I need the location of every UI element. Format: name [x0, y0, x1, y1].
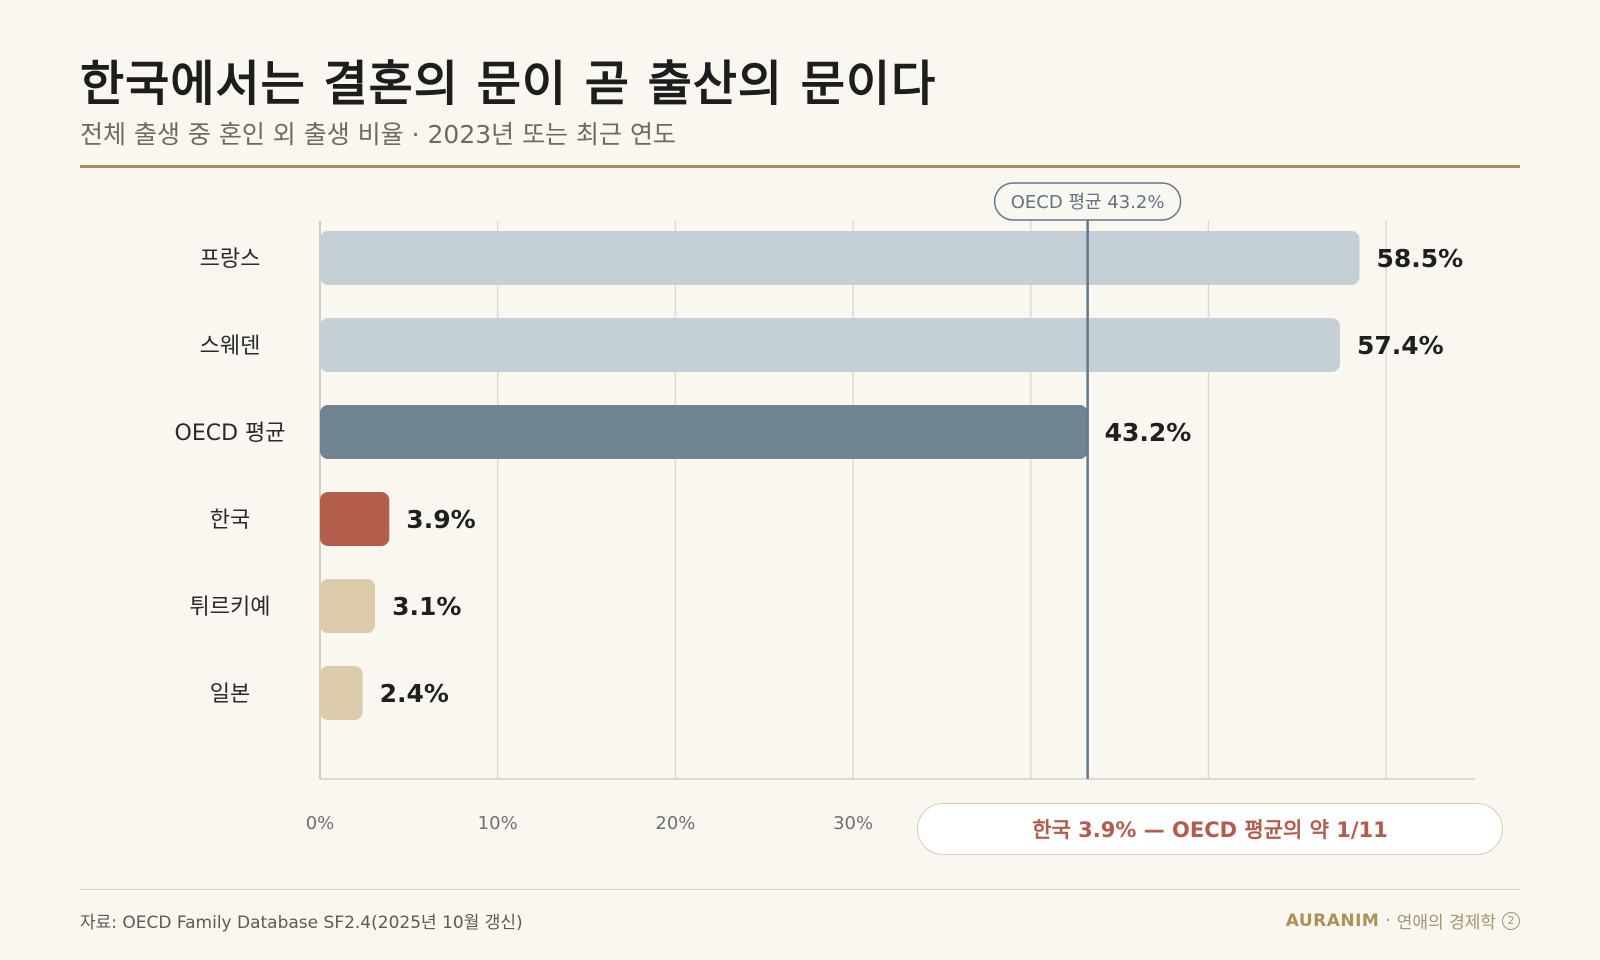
value-label: 2.4%	[380, 679, 449, 708]
oecd-average-tag-label: OECD 평균 43.2%	[1011, 192, 1165, 213]
category-label: 일본	[210, 682, 250, 707]
brand-separator: ·	[1385, 910, 1391, 931]
title-divider	[80, 165, 1520, 168]
x-axis-tick-labels: 0% 10% 20% 30%	[306, 813, 873, 834]
bar	[320, 579, 376, 633]
bar	[320, 318, 1340, 372]
x-axis-tick-label: 30%	[833, 813, 873, 834]
page-title: 한국에서는 결혼의 문이 곧 출산의 문이다	[80, 56, 937, 112]
page-number-badge: 2	[1502, 911, 1520, 930]
value-label: 3.1%	[392, 592, 461, 621]
footer-divider	[80, 889, 1520, 890]
category-label: 프랑스	[200, 247, 261, 272]
gridlines	[319, 221, 1387, 779]
korea-comparison-callout: 한국 3.9% — OECD 평균의 약 1/11	[917, 803, 1503, 855]
brand-name: AURANIM	[1285, 910, 1380, 931]
x-axis-tick-label: 10%	[478, 813, 518, 834]
value-label: 3.9%	[406, 505, 475, 534]
bar	[320, 405, 1088, 459]
oecd-average-tag	[993, 182, 1182, 221]
category-label: 한국	[210, 508, 250, 533]
x-axis-tick-label: 20%	[655, 813, 695, 834]
value-label: 43.2%	[1105, 418, 1192, 447]
bars: 프랑스 58.5% 스웨덴 57.4% OECD 평균 43.2% 한국 3.9% 튀르키예 3.…	[175, 231, 1464, 720]
source-note: 자료: OECD Family Database SF2.4(2025년 10월…	[80, 913, 523, 933]
brand-footer: AURANIM · 연애의 경제학 2	[1286, 908, 1520, 933]
bar	[320, 231, 1360, 285]
value-label: 58.5%	[1377, 244, 1464, 273]
page-subtitle: 전체 출생 중 혼인 외 출생 비율 · 2023년 또는 최근 연도	[80, 120, 676, 149]
bar	[320, 492, 390, 546]
x-axis-tick-label: 0%	[306, 813, 335, 834]
series-name: 연애의 경제학	[1396, 913, 1496, 933]
reference-line-group: OECD 평균 43.2%	[993, 182, 1182, 779]
category-label: 튀르키예	[190, 595, 271, 620]
category-label: 스웨덴	[200, 334, 261, 359]
bar	[320, 666, 363, 720]
category-label: OECD 평균	[175, 421, 286, 446]
value-label: 57.4%	[1357, 331, 1444, 360]
